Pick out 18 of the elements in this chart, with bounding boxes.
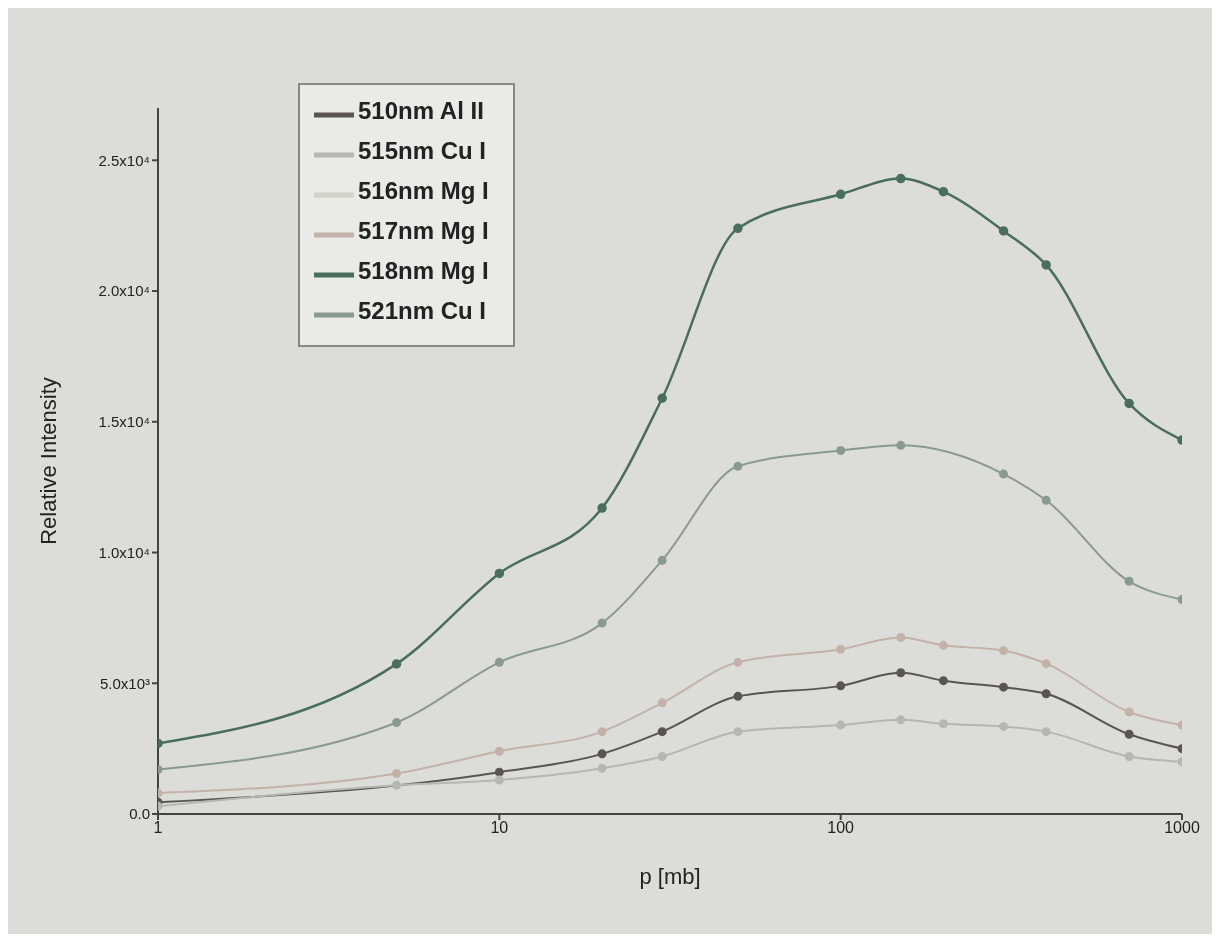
y-axis-title: Relative Intensity — [35, 377, 61, 545]
y-tick-label: 1.5x10⁴ — [98, 413, 150, 431]
legend-label: 515nm Cu I — [358, 137, 487, 165]
legend-label: 516nm Mg I — [358, 177, 489, 205]
x-tick-label: 1000 — [1164, 819, 1200, 837]
y-tick-label: 5.0x10³ — [99, 674, 150, 692]
x-axis-title: p [mb] — [639, 864, 701, 889]
x-tick-label: 10 — [490, 819, 509, 837]
x-tick-label: 100 — [827, 819, 855, 837]
y-tick-label: 1.0x10⁴ — [98, 543, 150, 561]
x-tick-label: 1 — [153, 819, 163, 837]
legend-label: 518nm Mg I — [358, 257, 489, 285]
y-tick-label: 2.0x10⁴ — [98, 282, 150, 300]
y-tick-label: 0.0 — [129, 805, 150, 823]
legend-label: 521nm Cu I — [358, 297, 487, 325]
legend-label: 510nm Al II — [358, 97, 484, 125]
y-tick-label: 2.5x10⁴ — [98, 151, 150, 169]
legend-label: 517nm Mg I — [358, 217, 489, 245]
